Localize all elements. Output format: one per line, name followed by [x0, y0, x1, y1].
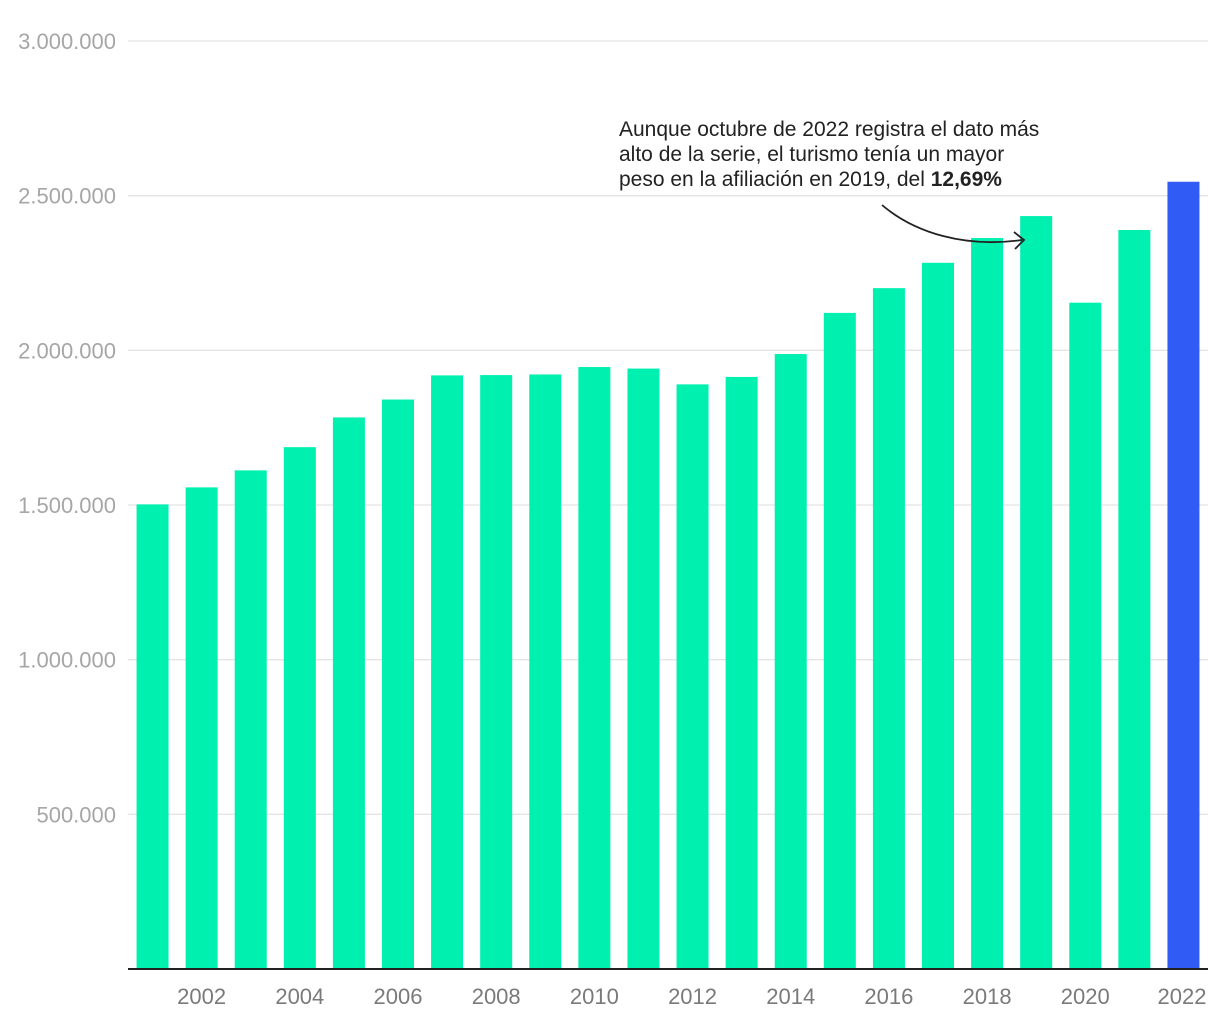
annotation-arrowhead	[1013, 231, 1026, 250]
x-tick-label: 2008	[472, 984, 521, 1009]
annotation-arrow	[881, 204, 1023, 243]
annotation-text: Aunque octubre de 2022 registra el dato …	[619, 117, 1089, 192]
annotation-line-3: peso en la afiliación en 2019, del 12,69…	[619, 167, 1089, 192]
bar-2020	[1069, 302, 1102, 969]
x-tick-label: 2018	[963, 984, 1012, 1009]
bar-2008	[480, 375, 513, 970]
x-tick-label: 2002	[177, 984, 226, 1009]
x-axis-tick-labels: 2002 2004 2006 2008 2010 2012 2014 2016 2018 2020…	[177, 984, 1206, 1009]
bar-2001	[136, 504, 169, 969]
bars	[136, 181, 1200, 970]
bar-2009	[529, 374, 562, 970]
y-axis-tick-labels: 500.000 1.000.000 1.500.000 2.000.000 2.500.…	[18, 29, 116, 827]
bar-2011	[627, 368, 660, 970]
bar-2013	[725, 376, 758, 969]
bar-2003	[234, 470, 267, 969]
y-tick-label: 1.500.000	[18, 493, 116, 518]
bar-2022	[1167, 181, 1200, 969]
bar-2002	[185, 487, 218, 969]
annotation-line-1: Aunque octubre de 2022 registra el dato …	[619, 118, 1040, 141]
bar-2015	[823, 312, 856, 969]
y-tick-label: 500.000	[36, 802, 116, 827]
x-tick-label: 2012	[668, 984, 717, 1009]
bar-2006	[382, 399, 414, 969]
x-tick-label: 2020	[1061, 984, 1110, 1009]
bar-2004	[283, 447, 316, 969]
x-tick-label: 2022	[1158, 984, 1207, 1009]
bar-2012	[676, 384, 709, 969]
x-tick-label: 2016	[864, 984, 913, 1009]
bar-2005	[332, 417, 365, 969]
annotation-line-2: alto de la serie, el turismo tenía un ma…	[619, 143, 1005, 166]
bar-2017	[922, 262, 954, 969]
bar-2010	[578, 367, 611, 969]
annotation-line-3-text: peso en la afiliación en 2019, del	[619, 168, 931, 191]
bar-2016	[872, 288, 905, 969]
y-tick-label: 1.000.000	[18, 648, 116, 673]
bar-2019	[1020, 216, 1053, 970]
x-tick-label: 2004	[275, 984, 324, 1009]
bar-2018	[971, 238, 1004, 969]
bar-2014	[774, 354, 807, 970]
bar-2021	[1118, 230, 1151, 969]
y-tick-label: 2.500.000	[18, 184, 116, 209]
y-tick-label: 2.000.000	[18, 338, 116, 363]
x-tick-label: 2006	[374, 984, 423, 1009]
x-tick-label: 2014	[766, 984, 815, 1009]
x-tick-label: 2010	[570, 984, 619, 1009]
bar-2007	[431, 375, 464, 969]
y-tick-label: 3.000.000	[18, 29, 116, 54]
annotation-highlight-value: 12,69%	[930, 168, 1002, 191]
